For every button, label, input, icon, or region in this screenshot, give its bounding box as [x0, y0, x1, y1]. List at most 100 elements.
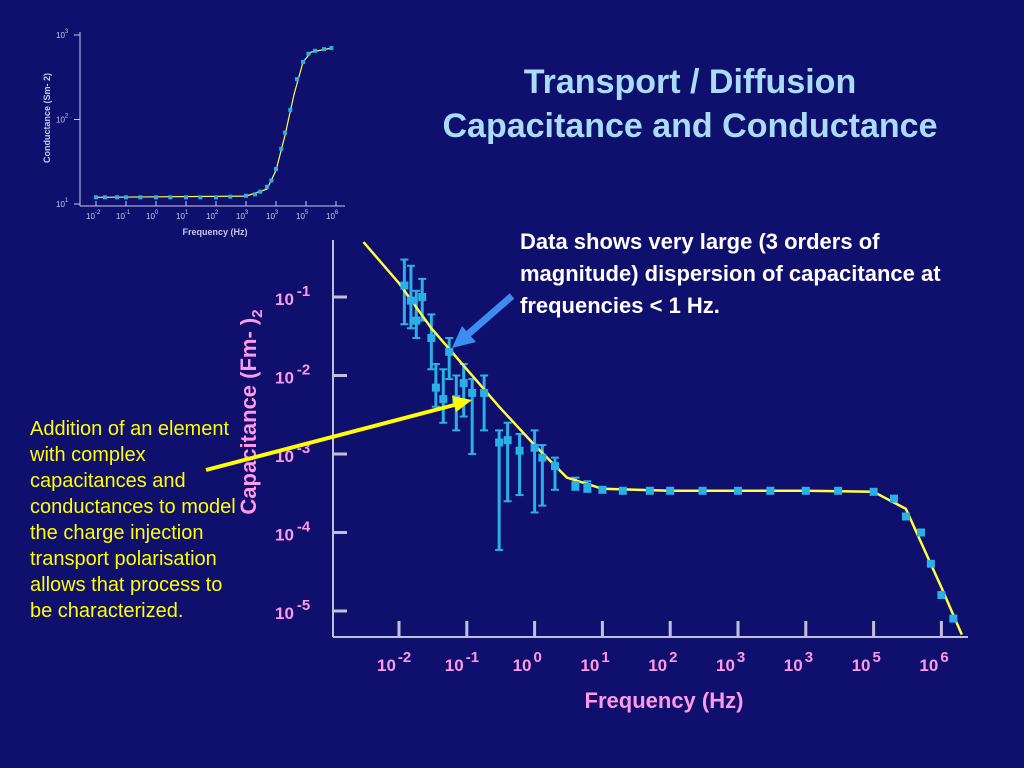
inset-data-point	[288, 107, 293, 112]
inset-x-tick-label: 102	[206, 210, 219, 221]
main-data-point	[698, 486, 707, 495]
main-x-tick-exp: 3	[805, 649, 813, 666]
main-x-tick-exp: 2	[669, 649, 677, 666]
inset-x-tick-exp: 2	[215, 210, 219, 216]
main-data-point	[551, 462, 560, 471]
annotation-dispersion: Data shows very large (3 orders of magni…	[520, 229, 941, 318]
inset-x-tick-base: 10	[206, 212, 215, 221]
main-data-point	[503, 436, 512, 445]
inset-data-point	[283, 130, 288, 135]
main-x-tick-label: 10 2	[648, 649, 677, 675]
inset-x-tick-base: 10	[266, 212, 275, 221]
inset-x-tick-exp: 3	[275, 210, 279, 216]
inset-data-point	[124, 195, 128, 200]
main-data-point	[468, 388, 477, 397]
main-y-tick-exp: -5	[297, 597, 310, 614]
inset-data-point	[244, 193, 248, 198]
main-data-point	[400, 281, 409, 290]
yellow-arrow-head	[452, 396, 472, 412]
inset-x-tick-base: 10	[236, 212, 245, 221]
slide-title: Transport / Diffusion Capacitance and Co…	[370, 60, 1010, 148]
inset-x-tick-exp: 0	[155, 210, 159, 216]
main-y-tick-label: 10 -4	[275, 519, 311, 545]
main-x-tick-exp: -2	[398, 649, 411, 666]
main-x-tick-label: 10 1	[580, 649, 609, 675]
main-x-tick-exp: 1	[601, 649, 609, 666]
main-x-tick-label: 10 3	[716, 649, 745, 675]
inset-x-tick-label: 103	[236, 210, 249, 221]
inset-data-point	[94, 195, 98, 200]
main-data-point	[431, 383, 440, 392]
inset-data-point	[138, 195, 143, 200]
inset-x-tick-exp: -2	[95, 210, 101, 216]
main-x-tick-exp: 0	[534, 649, 542, 666]
inset-data-point	[279, 146, 284, 151]
main-x-axis-label: Frequency (Hz)	[585, 688, 744, 713]
main-y-tick-base: 10	[275, 526, 294, 545]
inset-y-axis-label: Conductance (Sm- 2)	[42, 73, 52, 163]
main-data-point	[515, 446, 524, 455]
main-data-point	[427, 334, 436, 343]
main-data-point	[645, 486, 654, 495]
main-x-tick-exp: 5	[873, 649, 881, 666]
main-data-point	[459, 379, 468, 388]
main-y-tick-label: 10 -1	[275, 283, 310, 309]
inset-data-point	[274, 166, 278, 171]
inset-data-point	[264, 184, 269, 189]
main-data-point	[834, 486, 843, 495]
main-x-tick-base: 10	[513, 656, 532, 675]
inset-x-tick-base: 10	[116, 212, 125, 221]
main-x-tick-base: 10	[377, 656, 396, 675]
inset-data-point	[269, 178, 274, 183]
inset-x-tick-label: 106	[326, 210, 339, 221]
main-y-tick-exp: -1	[297, 283, 310, 300]
main-data-point	[530, 443, 539, 452]
blue-arrow-shaft	[463, 293, 515, 339]
main-y-tick-base: 10	[275, 604, 294, 623]
inset-x-tick-label: 103	[266, 210, 279, 221]
main-x-tick-base: 10	[445, 656, 464, 675]
inset-y-tick-exp: 2	[65, 114, 69, 120]
inset-y-tick-label: 102	[56, 114, 69, 125]
main-y-tick-exp: -2	[297, 362, 310, 379]
main-x-tick-exp: 3	[737, 649, 745, 666]
inset-data-point	[154, 195, 158, 200]
main-data-point	[949, 614, 958, 623]
inset-data-point	[322, 47, 327, 52]
inset-x-tick-base: 10	[176, 212, 185, 221]
main-y-axis-label-sub: 2	[249, 309, 266, 317]
inset-data-point	[301, 59, 306, 64]
inset-data-point	[184, 195, 188, 200]
inset-data-point	[329, 46, 334, 51]
main-data-point	[598, 485, 607, 494]
inset-x-tick-base: 10	[326, 212, 335, 221]
inset-y-tick-base: 10	[56, 31, 65, 40]
inset-x-tick-base: 10	[296, 212, 305, 221]
main-data-point	[734, 486, 742, 495]
main-data-point	[869, 487, 878, 496]
main-x-tick-exp: -1	[466, 649, 479, 666]
inset-data-point	[198, 195, 203, 200]
main-x-tick-label: 10 -1	[445, 649, 479, 675]
main-x-tick-base: 10	[716, 656, 735, 675]
main-data-point	[901, 512, 910, 521]
yellow-arrow-shaft	[205, 402, 459, 472]
inset-x-tick-label: 10-2	[86, 210, 101, 221]
inset-data-point	[306, 51, 311, 56]
main-data-point	[618, 486, 627, 495]
main-data-point	[801, 486, 810, 495]
main-y-tick-exp: -4	[297, 519, 311, 536]
inset-data-point	[294, 77, 299, 82]
inset-data-point	[168, 195, 173, 200]
blue-arrow-head	[452, 326, 476, 348]
main-x-tick-label: 10 3	[784, 649, 813, 675]
inset-x-tick-label: 101	[176, 210, 189, 221]
inset-data-point	[253, 192, 258, 197]
main-data-point	[445, 347, 454, 356]
main-data-point	[439, 395, 448, 404]
main-x-tick-base: 10	[580, 656, 599, 675]
inset-y-tick-label: 103	[56, 29, 69, 40]
main-data-point	[418, 293, 427, 301]
